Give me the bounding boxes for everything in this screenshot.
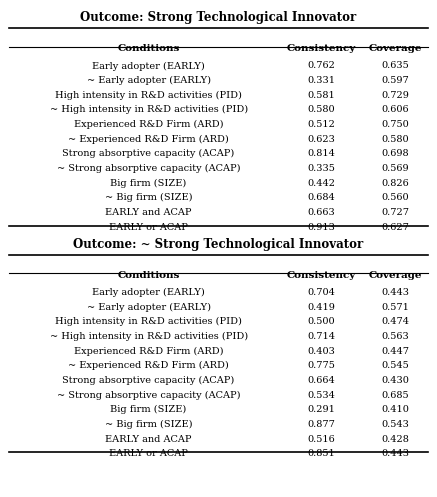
Text: Strong absorptive capacity (ACAP): Strong absorptive capacity (ACAP) <box>62 376 235 385</box>
Text: 0.534: 0.534 <box>307 391 335 400</box>
Text: 0.500: 0.500 <box>307 317 335 327</box>
Text: 0.443: 0.443 <box>382 288 409 297</box>
Text: ~ High intensity in R&D activities (PID): ~ High intensity in R&D activities (PID) <box>49 105 248 114</box>
Text: 0.729: 0.729 <box>382 90 409 100</box>
Text: 0.560: 0.560 <box>382 193 409 202</box>
Text: 0.775: 0.775 <box>307 361 335 370</box>
Text: High intensity in R&D activities (PID): High intensity in R&D activities (PID) <box>55 90 242 100</box>
Text: ~ Strong absorptive capacity (ACAP): ~ Strong absorptive capacity (ACAP) <box>57 391 240 400</box>
Text: 0.714: 0.714 <box>307 332 335 341</box>
Text: Strong absorptive capacity (ACAP): Strong absorptive capacity (ACAP) <box>62 149 235 159</box>
Text: ~ Strong absorptive capacity (ACAP): ~ Strong absorptive capacity (ACAP) <box>57 164 240 173</box>
Text: 0.623: 0.623 <box>307 135 335 144</box>
Text: 0.581: 0.581 <box>307 90 335 100</box>
Text: 0.569: 0.569 <box>382 164 409 173</box>
Text: ~ Early adopter (EARLY): ~ Early adopter (EARLY) <box>87 76 211 85</box>
Text: 0.762: 0.762 <box>307 61 335 71</box>
Text: Big firm (SIZE): Big firm (SIZE) <box>111 178 187 188</box>
Text: Outcome: Strong Technological Innovator: Outcome: Strong Technological Innovator <box>80 11 357 24</box>
Text: 0.597: 0.597 <box>382 76 409 85</box>
Text: EARLY or ACAP: EARLY or ACAP <box>109 449 188 458</box>
Text: 0.545: 0.545 <box>382 361 409 370</box>
Text: 0.335: 0.335 <box>307 164 335 173</box>
Text: ~ Big firm (SIZE): ~ Big firm (SIZE) <box>105 193 192 202</box>
Text: EARLY and ACAP: EARLY and ACAP <box>105 434 192 444</box>
Text: 0.291: 0.291 <box>307 405 335 414</box>
Text: 0.543: 0.543 <box>382 420 409 429</box>
Text: 0.410: 0.410 <box>382 405 409 414</box>
Text: 0.331: 0.331 <box>307 76 335 85</box>
Text: 0.750: 0.750 <box>382 120 409 129</box>
Text: 0.635: 0.635 <box>382 61 409 71</box>
Text: Coverage: Coverage <box>369 44 422 53</box>
Text: Big firm (SIZE): Big firm (SIZE) <box>111 405 187 414</box>
Text: 0.571: 0.571 <box>382 303 409 312</box>
Text: Conditions: Conditions <box>118 44 180 53</box>
Text: ~ Experienced R&D Firm (ARD): ~ Experienced R&D Firm (ARD) <box>68 361 229 370</box>
Text: ~ Early adopter (EARLY): ~ Early adopter (EARLY) <box>87 303 211 312</box>
Text: 0.704: 0.704 <box>307 288 335 297</box>
Text: Early adopter (EARLY): Early adopter (EARLY) <box>92 61 205 71</box>
Text: 0.580: 0.580 <box>307 105 335 114</box>
Text: Outcome: ~ Strong Technological Innovator: Outcome: ~ Strong Technological Innovato… <box>73 238 364 251</box>
Text: 0.851: 0.851 <box>307 449 335 458</box>
Text: 0.913: 0.913 <box>307 223 335 232</box>
Text: Experienced R&D Firm (ARD): Experienced R&D Firm (ARD) <box>74 346 223 356</box>
Text: 0.443: 0.443 <box>382 449 409 458</box>
Text: 0.442: 0.442 <box>307 178 335 188</box>
Text: 0.814: 0.814 <box>307 149 335 159</box>
Text: Early adopter (EARLY): Early adopter (EARLY) <box>92 288 205 297</box>
Text: 0.419: 0.419 <box>307 303 335 312</box>
Text: 0.663: 0.663 <box>307 208 335 217</box>
Text: 0.727: 0.727 <box>382 208 409 217</box>
Text: Conditions: Conditions <box>118 271 180 280</box>
Text: 0.606: 0.606 <box>382 105 409 114</box>
Text: Experienced R&D Firm (ARD): Experienced R&D Firm (ARD) <box>74 120 223 129</box>
Text: 0.580: 0.580 <box>382 135 409 144</box>
Text: High intensity in R&D activities (PID): High intensity in R&D activities (PID) <box>55 317 242 327</box>
Text: Coverage: Coverage <box>369 271 422 280</box>
Text: ~ High intensity in R&D activities (PID): ~ High intensity in R&D activities (PID) <box>49 332 248 341</box>
Text: 0.685: 0.685 <box>382 391 409 400</box>
Text: EARLY or ACAP: EARLY or ACAP <box>109 223 188 232</box>
Text: 0.684: 0.684 <box>307 193 335 202</box>
Text: 0.516: 0.516 <box>307 434 335 444</box>
Text: 0.664: 0.664 <box>307 376 335 385</box>
Text: ~ Experienced R&D Firm (ARD): ~ Experienced R&D Firm (ARD) <box>68 135 229 144</box>
Text: Consistency: Consistency <box>287 44 356 53</box>
Text: 0.428: 0.428 <box>382 434 409 444</box>
Text: 0.403: 0.403 <box>307 346 335 356</box>
Text: 0.447: 0.447 <box>382 346 409 356</box>
Text: 0.627: 0.627 <box>382 223 409 232</box>
Text: 0.563: 0.563 <box>382 332 409 341</box>
Text: 0.474: 0.474 <box>382 317 409 327</box>
Text: 0.826: 0.826 <box>382 178 409 188</box>
Text: EARLY and ACAP: EARLY and ACAP <box>105 208 192 217</box>
Text: ~ Big firm (SIZE): ~ Big firm (SIZE) <box>105 420 192 429</box>
Text: 0.430: 0.430 <box>382 376 409 385</box>
Text: 0.698: 0.698 <box>382 149 409 159</box>
Text: Consistency: Consistency <box>287 271 356 280</box>
Text: 0.877: 0.877 <box>307 420 335 429</box>
Text: 0.512: 0.512 <box>307 120 335 129</box>
